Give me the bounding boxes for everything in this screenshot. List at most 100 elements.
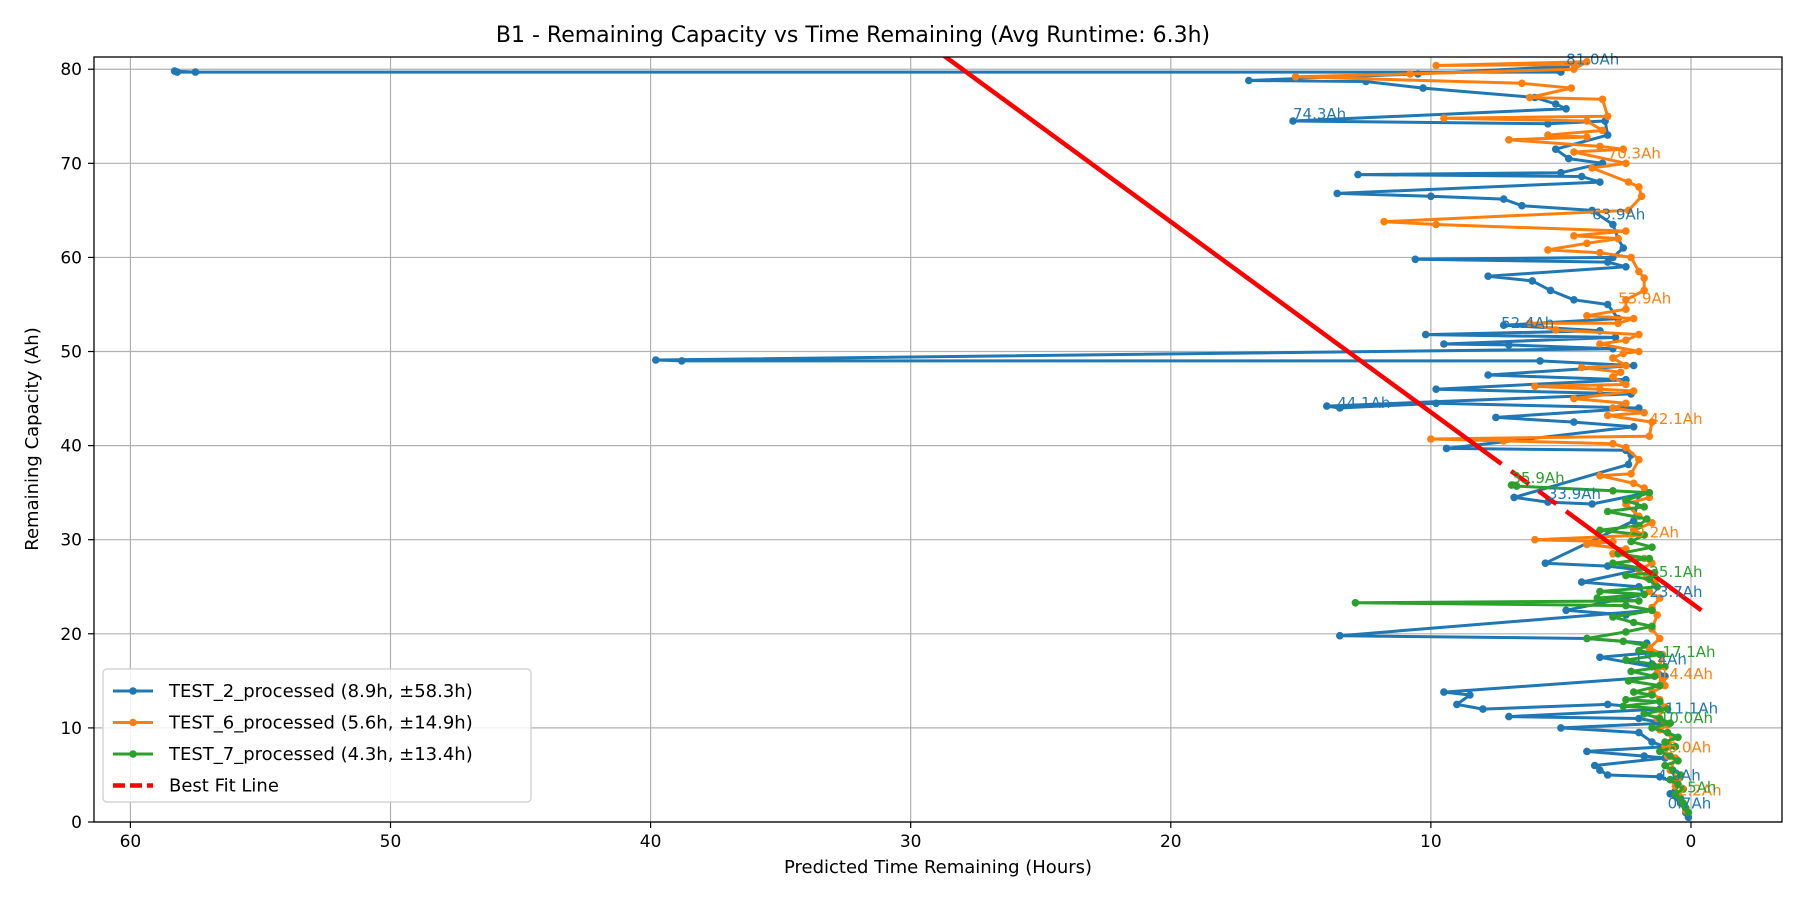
data-point: [1336, 631, 1344, 640]
data-point: [1648, 738, 1656, 746]
data-point: [1245, 76, 1253, 85]
data-point: [1648, 660, 1656, 668]
data-point: [1544, 246, 1552, 254]
data-point: [1596, 766, 1604, 774]
data-point: [1640, 286, 1648, 295]
data-point: [1570, 232, 1578, 240]
data-point: [1557, 724, 1565, 732]
data-point: [1622, 496, 1630, 505]
data-label: 2.5Ah: [1673, 779, 1717, 797]
data-point: [1598, 126, 1607, 135]
data-label: 29.2Ah: [1626, 524, 1679, 542]
data-point: [1596, 385, 1604, 394]
data-point: [1622, 159, 1630, 168]
data-point: [1640, 274, 1648, 282]
data-point: [1661, 761, 1669, 770]
data-point: [1645, 575, 1654, 583]
data-label: 52.4Ah: [1501, 314, 1554, 332]
data-point: [1629, 423, 1638, 431]
data-point: [1432, 61, 1440, 70]
data-point: [1440, 114, 1448, 122]
data-point: [1609, 404, 1617, 412]
data-point: [1588, 500, 1596, 508]
data-point: [1484, 272, 1492, 281]
x-tick-label: 40: [640, 832, 662, 852]
x-axis-ticks: 60 50 40 30 20 10 0: [120, 822, 1696, 852]
data-point: [1661, 681, 1669, 690]
data-point: [1645, 554, 1654, 563]
legend-item: TEST_2_processed (8.9h, ±58.3h): [113, 681, 473, 702]
data-point: [1627, 470, 1635, 478]
legend-marker: [129, 750, 137, 758]
legend-marker: [129, 718, 137, 727]
data-point: [1354, 170, 1362, 179]
data-label: 25.1Ah: [1649, 563, 1702, 581]
data-point: [1603, 507, 1612, 516]
data-point: [1557, 168, 1565, 177]
x-tick-label: 60: [120, 832, 142, 852]
data-point: [1499, 321, 1508, 330]
annotations: 81.0Ah 74.3Ah 63.9Ah 52.4Ah 44.1Ah 33.9Ah 23.7…: [1293, 50, 1722, 812]
data-point: [1380, 217, 1388, 226]
legend-box: [102, 668, 532, 803]
data-point: [1442, 444, 1451, 453]
data-point: [1596, 142, 1604, 151]
data-point: [1577, 578, 1586, 586]
data-point: [1640, 752, 1648, 760]
data-point: [1603, 700, 1612, 709]
y-tick-label: 70: [60, 154, 82, 174]
data-point: [1609, 550, 1617, 558]
data-point: [1614, 234, 1622, 243]
data-point: [1635, 728, 1643, 737]
data-point: [1583, 312, 1591, 320]
data-point: [1525, 319, 1534, 328]
data-point: [1546, 286, 1555, 295]
data-point: [1629, 517, 1638, 525]
data-point: [652, 356, 660, 364]
data-point: [1622, 571, 1630, 580]
data-point: [1583, 117, 1591, 125]
data-point: [1622, 263, 1630, 271]
data-point: [1648, 606, 1656, 615]
series-layer: [170, 57, 1693, 822]
data-point: [1531, 535, 1539, 544]
data-point: [1596, 248, 1604, 257]
data-point: [1622, 656, 1630, 664]
data-point: [1645, 488, 1654, 497]
data-point: [1656, 650, 1664, 659]
y-tick-label: 60: [60, 248, 82, 268]
data-label: 70.3Ah: [1608, 145, 1661, 163]
data-point: [1640, 710, 1648, 718]
data-point: [1656, 747, 1664, 756]
data-point: [1432, 220, 1440, 229]
data-point: [1333, 189, 1341, 198]
data-point: [1499, 195, 1508, 203]
data-label: 63.9Ah: [1592, 206, 1645, 224]
data-point: [1505, 341, 1513, 349]
data-point: [1583, 133, 1591, 141]
y-tick-label: 0: [71, 813, 82, 833]
data-point: [1650, 672, 1659, 680]
legend-label: TEST_2_processed (8.9h, ±58.3h): [168, 681, 473, 702]
data-label: 42.1Ah: [1649, 410, 1702, 428]
data-label: 33.9Ah: [1548, 485, 1601, 503]
data-point: [1609, 354, 1617, 362]
data-point: [1562, 105, 1570, 113]
data-point: [1544, 131, 1552, 139]
data-point: [1598, 95, 1607, 104]
data-point: [1648, 519, 1656, 527]
data-point: [1505, 136, 1513, 144]
data-point: [1635, 455, 1643, 464]
data-point: [1622, 361, 1630, 370]
data-point: [1421, 330, 1430, 339]
x-tick-label: 50: [380, 832, 402, 852]
data-point: [1609, 559, 1617, 567]
legend-item: TEST_7_processed (4.3h, ±13.4h): [113, 744, 473, 765]
data-point: [1640, 408, 1648, 417]
data-point: [1614, 319, 1622, 328]
y-axis-label: Remaining Capacity (Ah): [22, 327, 43, 550]
y-tick-label: 50: [60, 343, 82, 363]
data-point: [1635, 183, 1643, 191]
data-label: 44.1Ah: [1337, 394, 1390, 412]
